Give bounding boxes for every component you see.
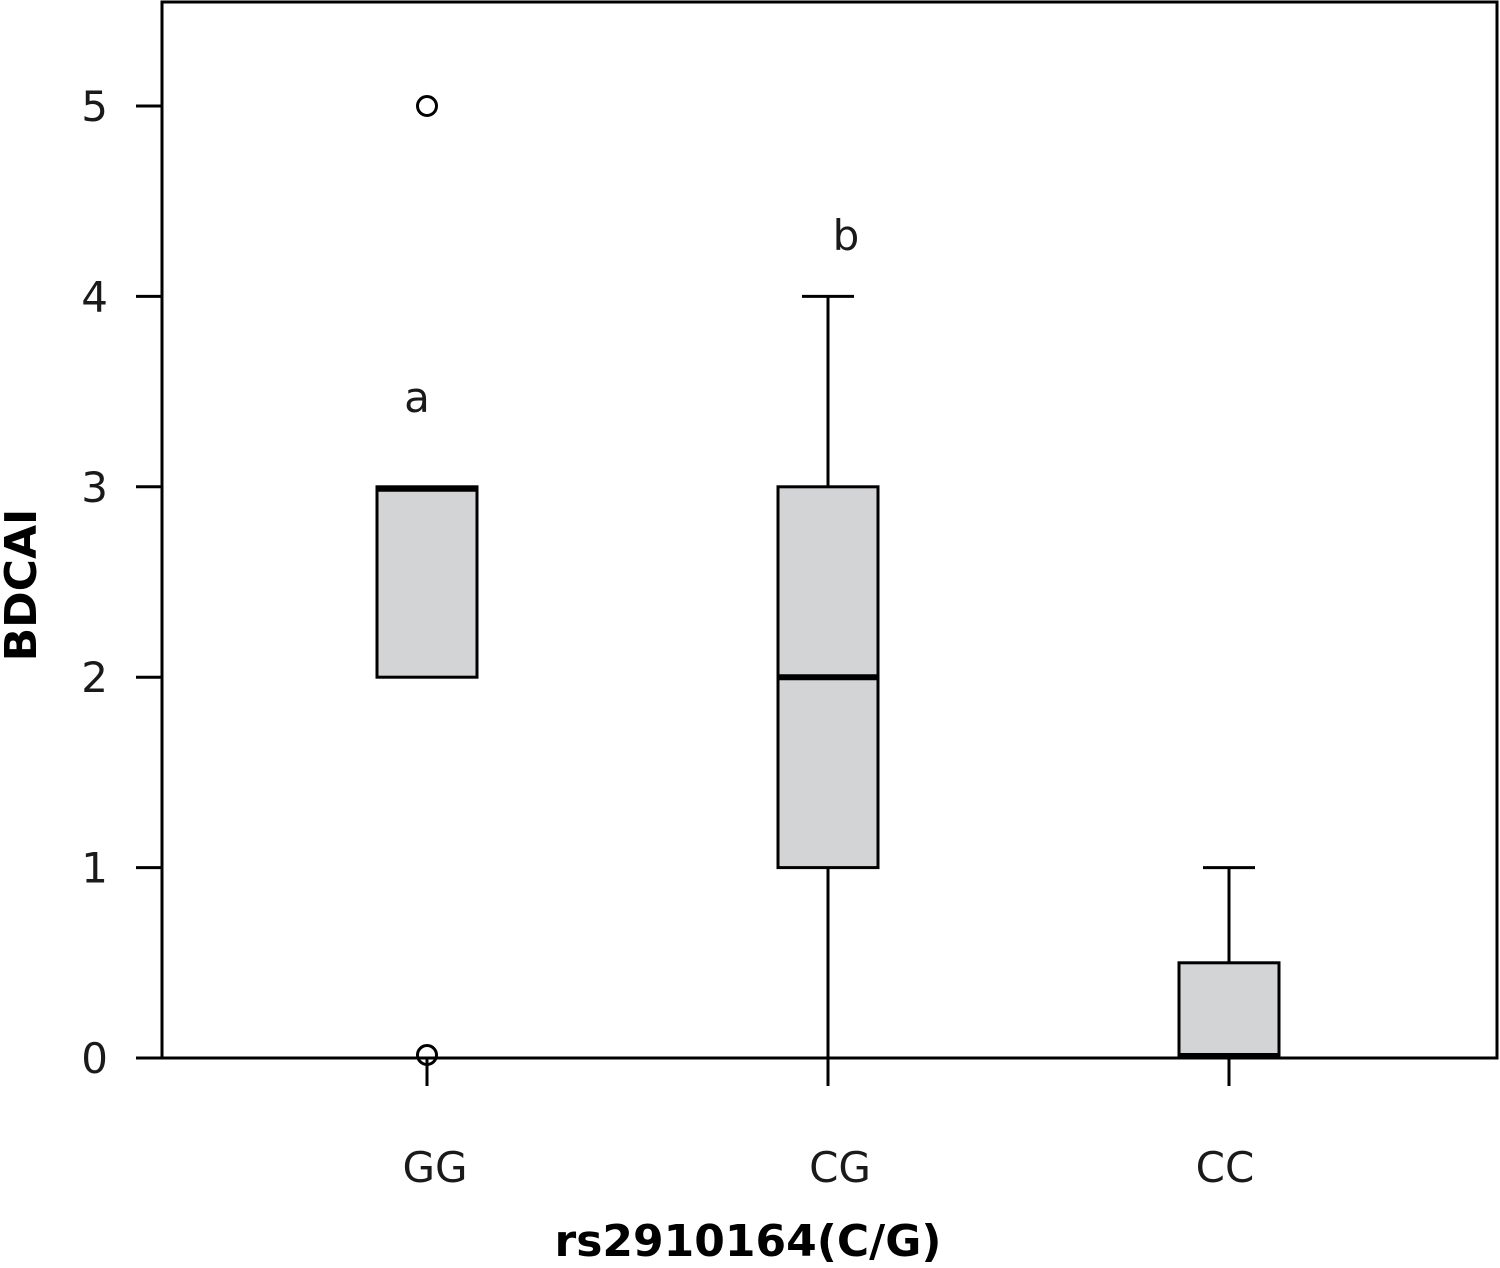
y-tick-label: 3	[81, 463, 108, 512]
y-tick-label: 4	[81, 272, 108, 321]
annotation-b: b	[833, 211, 860, 260]
outlier-point	[416, 95, 438, 117]
box-cg: b	[776, 211, 880, 1058]
y-tick-label: 0	[81, 1034, 108, 1083]
y-tick-label: 5	[81, 82, 108, 131]
annotation-a: a	[404, 373, 430, 422]
y-tick-label: 1	[81, 844, 108, 893]
y-tick-label: 2	[81, 653, 108, 702]
box-cc	[1177, 866, 1281, 1060]
plot-area: ab	[375, 95, 1281, 1066]
axes: 0 1 2 3 4 5 GG CG CC	[81, 0, 1499, 1192]
x-tick-label-cc: CC	[1196, 1143, 1255, 1192]
x-tick-label-gg: GG	[402, 1143, 467, 1192]
x-axis-title: rs2910164(C/G)	[555, 1216, 942, 1267]
box-gg: a	[375, 95, 479, 1066]
iqr-box	[1177, 961, 1281, 1060]
iqr-box	[375, 485, 479, 679]
y-axis-title: BDCAI	[0, 509, 47, 662]
x-tick-label-cg: CG	[809, 1143, 871, 1192]
